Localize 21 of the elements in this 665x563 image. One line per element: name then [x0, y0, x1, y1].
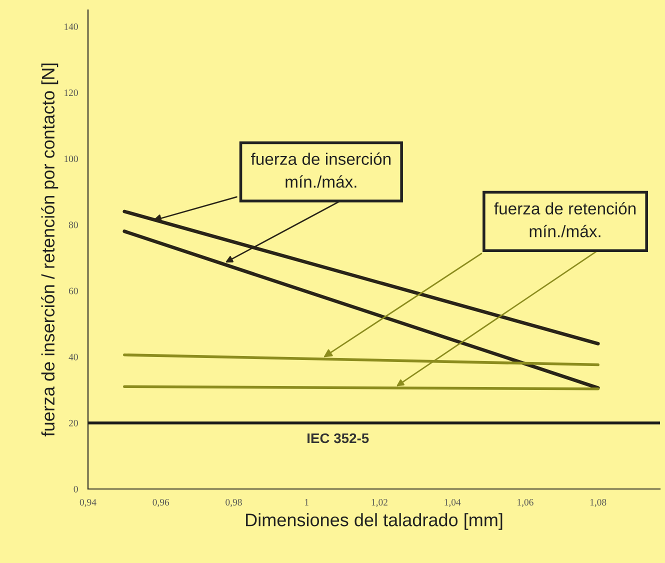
y-tick-label: 120	[64, 89, 78, 96]
annotation: fuerza de inserción mín./máx.	[251, 152, 391, 188]
x-axis-title: Dimensiones del taladrado [mm]	[246, 513, 502, 530]
x-tick-label: 1,02	[372, 499, 388, 507]
x-tick-label: 1,06	[518, 499, 534, 507]
x-tick-label: 1,04	[444, 499, 461, 507]
y-tick-label: 100	[64, 156, 78, 162]
x-tick-label: 1	[305, 499, 308, 506]
x-tick-label: 0,96	[152, 499, 170, 507]
y-tick-label: 40	[68, 354, 78, 360]
x-tick-label: 1,08	[590, 499, 606, 507]
y-tick-label: 60	[68, 288, 78, 294]
y-tick-label: 0	[74, 486, 78, 492]
x-tick-label: 0,98	[226, 499, 242, 507]
y-tick-label: 80	[68, 222, 78, 228]
annotation: fuerza de retención mín./máx.	[494, 202, 636, 238]
y-tick-label: 20	[68, 420, 78, 426]
y-axis-title: fuerza de inserción / retención por contacto [N]	[41, 64, 58, 436]
y-tick-label: 140	[64, 23, 78, 30]
x-tick-label: 0,94	[80, 499, 96, 507]
ref-line-label: IEC 352-5	[308, 433, 369, 444]
